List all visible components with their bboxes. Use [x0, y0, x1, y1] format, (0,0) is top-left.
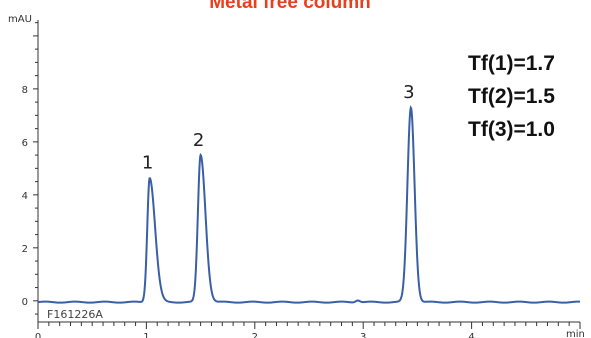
file-id: F161226A — [47, 308, 103, 321]
tailing-factor-3: Tf(3)=1.0 — [468, 118, 555, 141]
x-tick-label: 0 — [35, 332, 41, 338]
y-tick-label: 2 — [22, 244, 28, 255]
x-tick-label: 4 — [468, 332, 474, 338]
peak-labels: 1 2 3 — [142, 82, 415, 173]
chart-title: Metal free column — [209, 0, 371, 13]
y-tick-label: 0 — [22, 297, 28, 308]
x-tick-label: 1 — [143, 332, 149, 338]
x-tick-label: 3 — [360, 332, 366, 338]
tailing-factor-1: Tf(1)=1.7 — [468, 52, 555, 75]
chromatogram-trace — [37, 105, 581, 304]
y-tick-label: 4 — [22, 191, 28, 202]
axis-tick-labels: 0 2 4 6 8 0 1 2 3 4 — [22, 85, 475, 338]
y-tick-label: 6 — [22, 138, 28, 149]
peak-label-1: 1 — [142, 152, 153, 173]
peak-label-3: 3 — [403, 82, 414, 103]
y-axis-unit: mAU — [8, 14, 32, 25]
tailing-factor-2: Tf(2)=1.5 — [468, 85, 555, 108]
x-axis-unit: min — [566, 329, 585, 338]
y-tick-label: 8 — [22, 85, 28, 96]
axis-ticks — [33, 22, 581, 329]
peak-label-2: 2 — [193, 130, 204, 151]
x-tick-label: 2 — [252, 332, 258, 338]
